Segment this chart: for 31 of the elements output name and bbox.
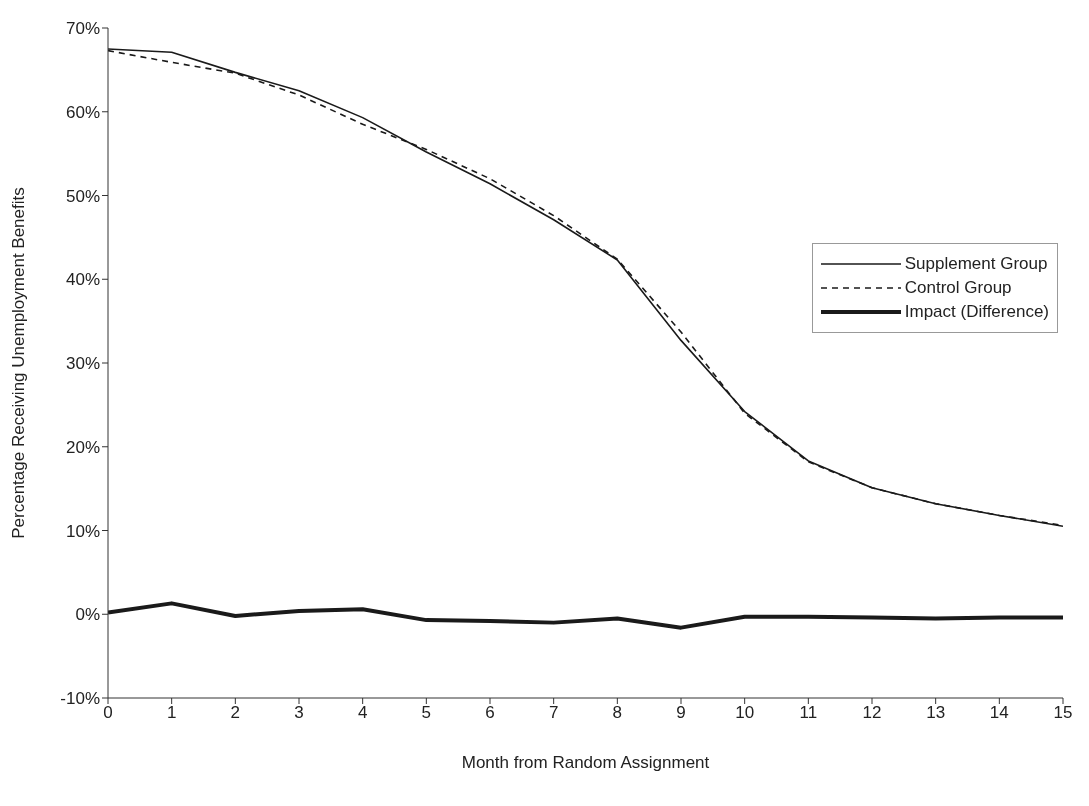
x-axis-title: Month from Random Assignment [461, 753, 710, 772]
x-tick-label: 8 [612, 703, 623, 723]
legend-label: Supplement Group [904, 254, 1048, 274]
y-tick-label: 20% [65, 437, 100, 457]
x-tick-label: 2 [230, 703, 241, 723]
y-tick-label: -10% [60, 689, 100, 709]
x-tick-label: 14 [989, 703, 1009, 723]
line-series [108, 601, 1063, 630]
y-tick-label: 60% [65, 102, 100, 122]
x-tick-label: 15 [1053, 703, 1073, 723]
x-tick-label: 0 [103, 703, 113, 723]
x-tick-label: 11 [799, 703, 818, 723]
y-tick-label: 40% [65, 270, 100, 290]
y-tick-label: 10% [65, 521, 100, 541]
y-tick-label: 50% [65, 186, 100, 206]
x-tick-label: 6 [485, 703, 495, 723]
y-axis-title: Percentage Receiving Unemployment Benefits [9, 187, 29, 539]
x-tick-label: 12 [862, 703, 882, 723]
x-tick-label: 10 [735, 703, 755, 723]
x-tick-label: 13 [926, 703, 946, 723]
x-tick-label: 5 [421, 703, 432, 723]
x-tick-label: 7 [548, 703, 559, 723]
y-tick-label: 30% [65, 354, 100, 374]
y-tick-label: 0% [75, 605, 100, 625]
legend-label: Impact (Difference) [904, 302, 1049, 322]
x-tick-label: 9 [676, 703, 686, 723]
y-tick-label: 70% [65, 19, 100, 39]
x-tick-label: 1 [166, 703, 177, 723]
x-tick-label: 3 [294, 703, 304, 723]
x-tick-label: 4 [357, 703, 368, 723]
legend-label: Control Group [904, 278, 1012, 298]
